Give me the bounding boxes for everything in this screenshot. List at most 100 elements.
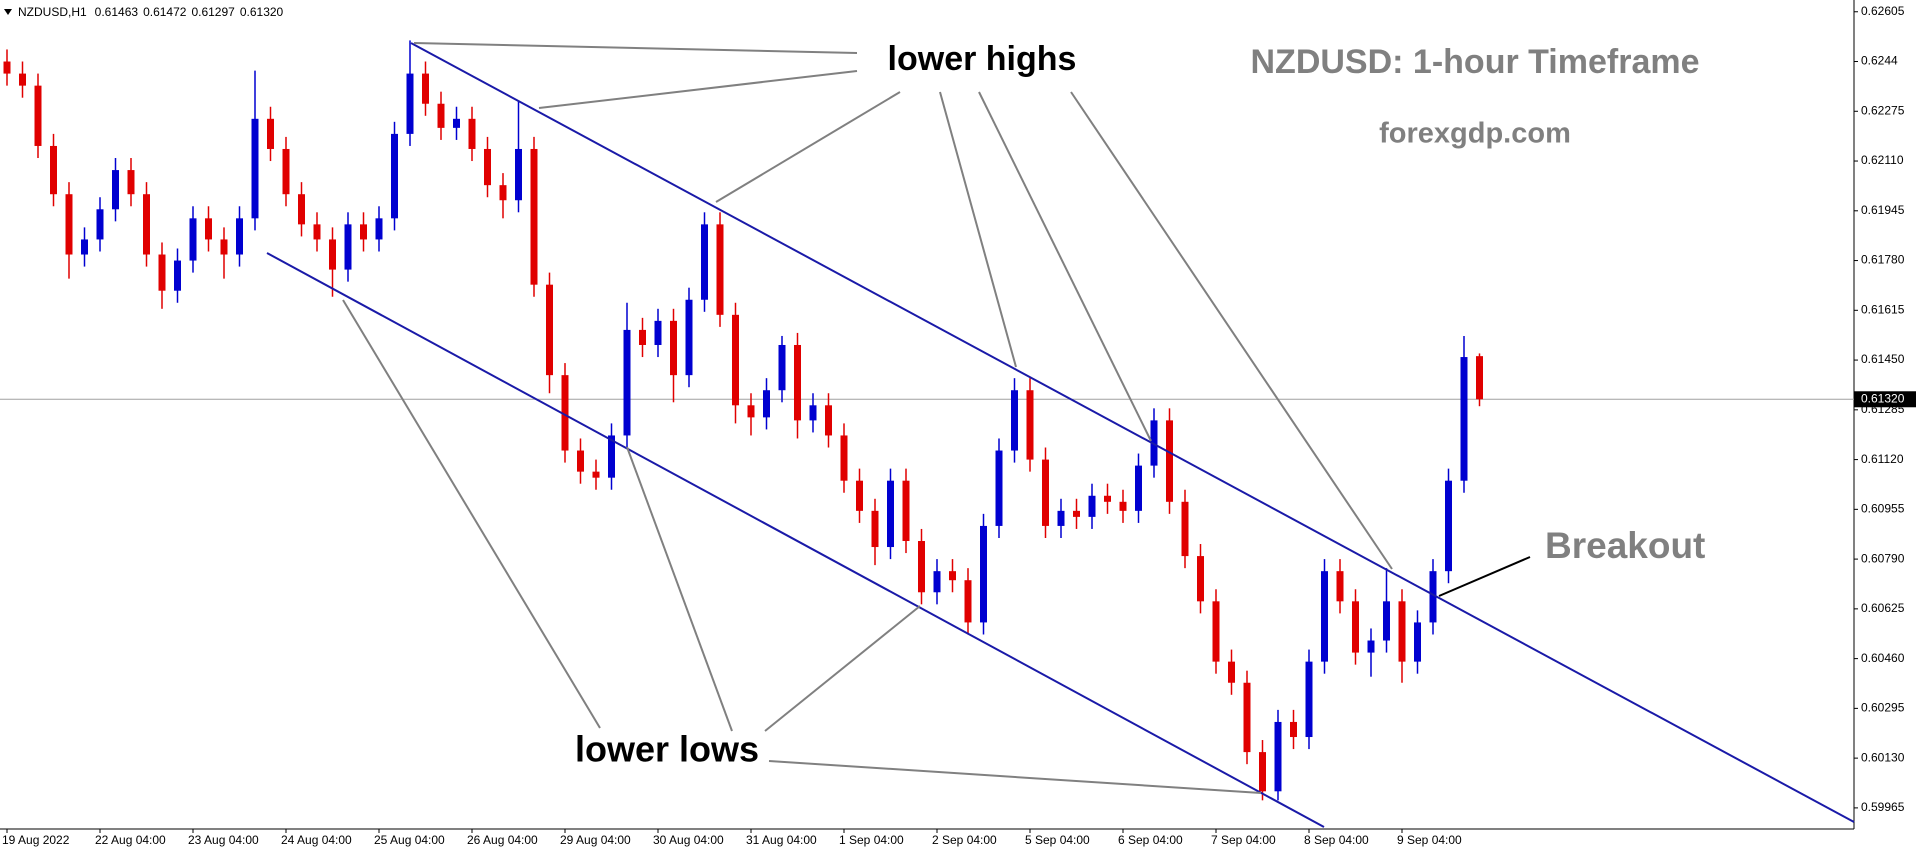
candle-body <box>1445 480 1452 572</box>
candle-body <box>1181 501 1189 557</box>
channel <box>266 42 1855 828</box>
header-marker <box>4 9 12 15</box>
header: NZDUSD,H1 0.61463 0.61472 0.61297 0.61320 <box>18 5 284 19</box>
candle-body <box>1398 601 1406 662</box>
candle-body <box>158 254 166 291</box>
candle-body <box>127 170 135 195</box>
candle-body <box>794 344 801 421</box>
candle-body <box>608 435 615 478</box>
pointer-line <box>939 91 1017 368</box>
candle-body <box>871 510 879 548</box>
y-tick-label: 0.59965 <box>1861 800 1905 814</box>
candle-body <box>1088 495 1096 517</box>
y-tick-label: 0.61120 <box>1861 452 1904 466</box>
candle-body <box>561 375 569 451</box>
candle-body <box>732 314 739 406</box>
pointers <box>342 42 1531 794</box>
candle-body <box>313 224 321 240</box>
candle-body <box>298 194 305 225</box>
candle-body <box>1197 556 1204 602</box>
candle-body <box>1011 390 1018 451</box>
candle-body <box>1042 459 1049 526</box>
candle-body <box>453 118 460 128</box>
x-tick-label: 2 Sep 04:00 <box>932 833 997 847</box>
candle-body <box>251 118 259 219</box>
candle-body <box>933 571 941 593</box>
candle-body <box>96 209 104 240</box>
candle-body <box>1367 640 1375 653</box>
candle-body <box>515 148 522 201</box>
pointer-line <box>626 446 733 732</box>
candle-body <box>1414 622 1421 662</box>
candle-body <box>50 145 57 195</box>
header-value: 0.61463 <box>95 5 139 19</box>
pointer-line <box>764 605 921 732</box>
candle-body <box>1383 601 1390 641</box>
y-tick-label: 0.60130 <box>1861 750 1905 764</box>
candle-body <box>205 218 212 240</box>
candle-body <box>1305 661 1313 738</box>
y-tick-label: 0.62605 <box>1861 4 1905 18</box>
x-tick-label: 6 Sep 04:00 <box>1118 833 1183 847</box>
candle-body <box>1336 571 1344 602</box>
candle-body <box>375 218 383 240</box>
candle-body <box>391 133 398 219</box>
y-tick-label: 0.60625 <box>1861 601 1905 615</box>
y-tick-label: 0.60955 <box>1861 502 1905 516</box>
y-tick-label: 0.60460 <box>1861 651 1905 665</box>
header-value: 0.61472 <box>143 5 187 19</box>
y-tick-label: 0.61945 <box>1861 203 1905 217</box>
candle-body <box>639 329 646 345</box>
candle-body <box>437 103 445 128</box>
x-tick-label: 1 Sep 04:00 <box>839 833 904 847</box>
candle-body <box>189 218 197 261</box>
candle-body <box>887 480 894 548</box>
y-tick-label: 0.61615 <box>1861 302 1905 316</box>
candle-body <box>174 260 181 291</box>
candle-body <box>856 480 863 511</box>
plot-area <box>0 40 1854 801</box>
y-tick-label: 0.61450 <box>1861 352 1905 366</box>
candle-body <box>3 61 11 74</box>
x-tick-label: 26 Aug 04:00 <box>467 833 538 847</box>
pointer-line <box>715 91 901 203</box>
x-tick-label: 5 Sep 04:00 <box>1025 833 1090 847</box>
annotation: lower highs <box>888 40 1077 78</box>
candle-body <box>112 170 119 210</box>
y-tick-label: 0.62275 <box>1861 103 1905 117</box>
chart-title: NZDUSD: 1-hour Timeframe <box>1251 43 1700 81</box>
candle-body <box>1274 721 1282 792</box>
upper-channel-line <box>410 42 1855 823</box>
candle-body <box>546 284 553 376</box>
pointer-line <box>342 299 601 729</box>
candle-body <box>484 148 491 186</box>
candle-body <box>902 480 910 542</box>
candle-body <box>422 73 429 104</box>
candle-body <box>1321 571 1328 662</box>
candle-body <box>1166 420 1173 502</box>
y-tick-label: 0.60295 <box>1861 701 1905 715</box>
candle-body <box>267 118 274 149</box>
candle-body <box>1212 601 1220 662</box>
candle-body <box>623 329 631 436</box>
x-tick-label: 8 Sep 04:00 <box>1304 833 1369 847</box>
x-tick-label: 29 Aug 04:00 <box>560 833 631 847</box>
annotation: lower lows <box>575 729 759 770</box>
candle-body <box>685 299 693 376</box>
y-tick-label: 0.61780 <box>1861 253 1905 267</box>
candle-body <box>577 450 584 472</box>
x-tick-label: 30 Aug 04:00 <box>653 833 724 847</box>
header-value: 0.61320 <box>240 5 284 19</box>
candle-body <box>406 73 414 134</box>
candle-body <box>840 435 848 481</box>
candle-body <box>949 571 956 581</box>
candle-body <box>19 73 26 86</box>
candle-body <box>1104 495 1111 502</box>
breakout-pointer <box>1438 556 1531 597</box>
candle-body <box>1135 465 1142 511</box>
x-tick-label: 22 Aug 04:00 <box>95 833 166 847</box>
candle-body <box>1476 356 1483 400</box>
candle-body <box>964 580 972 623</box>
